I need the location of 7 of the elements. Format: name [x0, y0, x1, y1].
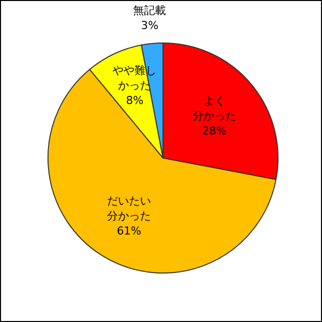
data-label: 8%: [126, 94, 144, 107]
slice-label: 無記載: [133, 4, 166, 17]
data-label: 28%: [202, 124, 227, 137]
slice-label: だいたい分かった: [107, 194, 152, 222]
slice-label: よく分かった: [192, 94, 236, 122]
data-label: 61%: [116, 224, 142, 237]
data-label: 3%: [141, 18, 158, 32]
